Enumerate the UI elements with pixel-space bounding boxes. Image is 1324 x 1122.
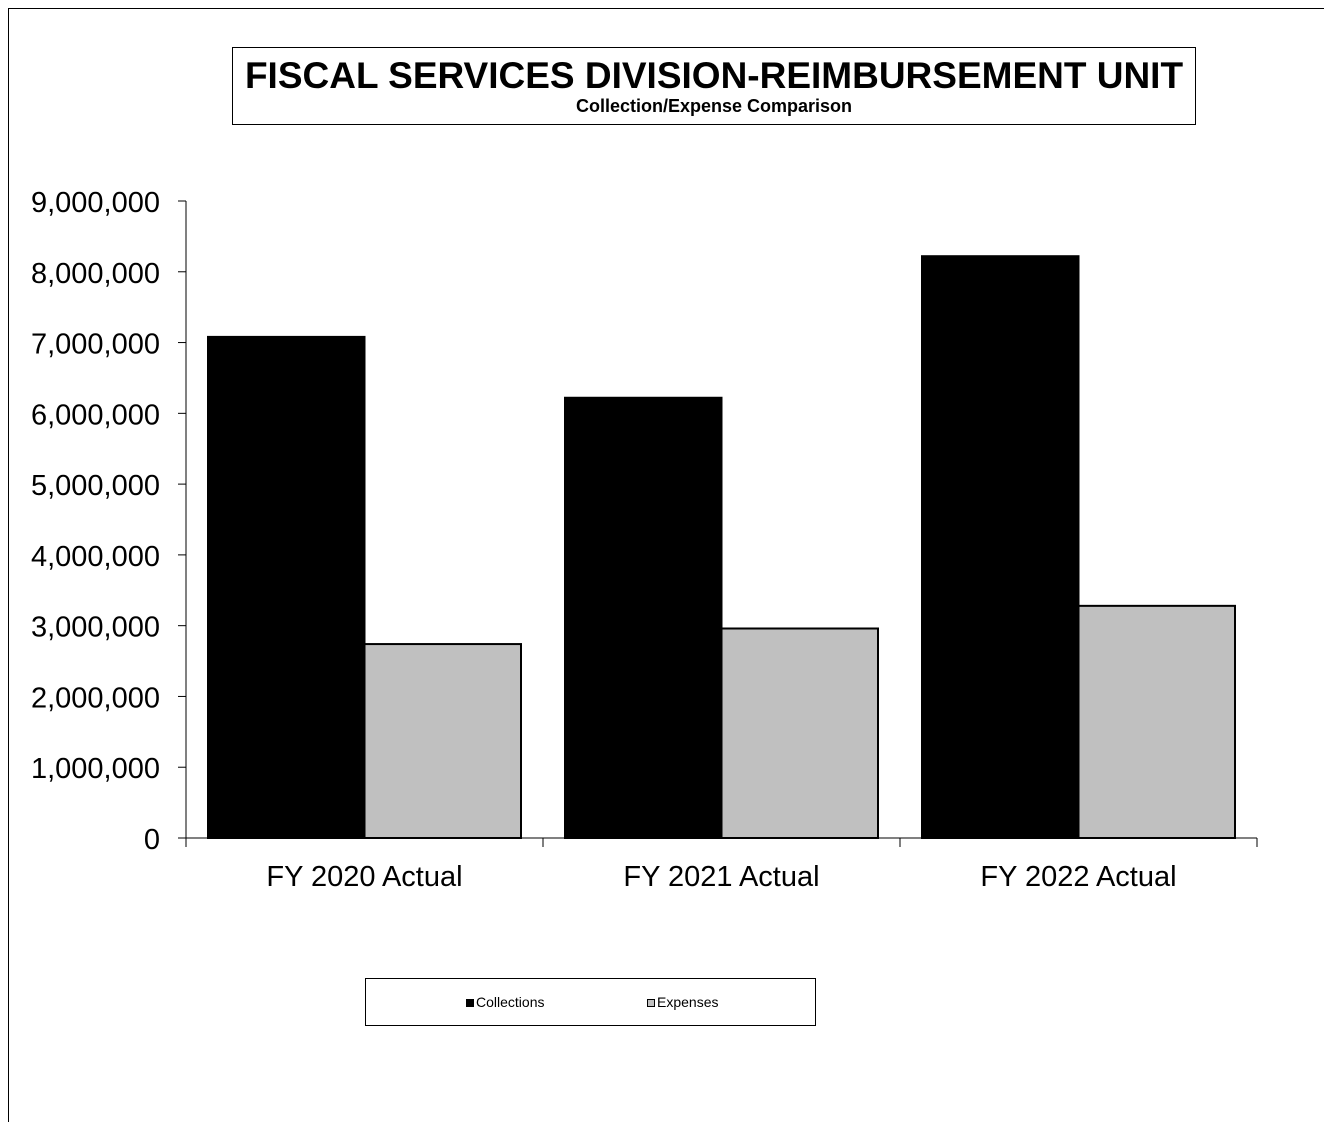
y-tick-label: 6,000,000 — [31, 399, 160, 431]
x-tick-label: FY 2020 Actual — [266, 861, 462, 893]
chart-title: FISCAL SERVICES DIVISION-REIMBURSEMENT U… — [244, 55, 1184, 96]
y-tick-label: 1,000,000 — [31, 753, 160, 785]
legend-label-collections: Collections — [476, 994, 545, 1010]
y-tick-label: 8,000,000 — [31, 258, 160, 290]
legend-swatch-expenses — [647, 999, 655, 1007]
title-box: FISCAL SERVICES DIVISION-REIMBURSEMENT U… — [232, 47, 1196, 125]
chart-frame — [8, 8, 1324, 1122]
bar-collections — [921, 255, 1080, 839]
y-tick-label: 0 — [144, 824, 160, 856]
y-tick-label: 5,000,000 — [31, 470, 160, 502]
x-tick-label: FY 2021 Actual — [623, 861, 819, 893]
legend-item-expenses: Expenses — [647, 994, 718, 1010]
y-tick-label: 3,000,000 — [31, 612, 160, 644]
bar-expenses — [720, 627, 879, 840]
x-tick-label: FY 2022 Actual — [980, 861, 1176, 893]
y-tick-label: 7,000,000 — [31, 329, 160, 361]
legend-swatch-collections — [466, 999, 474, 1007]
legend: Collections Expenses — [365, 978, 816, 1026]
y-tick-label: 2,000,000 — [31, 682, 160, 714]
bar-expenses — [1077, 604, 1236, 839]
bar-collections — [207, 335, 366, 839]
legend-item-collections: Collections — [466, 994, 544, 1010]
y-tick-label: 9,000,000 — [31, 187, 160, 219]
y-tick-label: 4,000,000 — [31, 541, 160, 573]
x-axis: FY 2020 Actual FY 2021 Actual FY 2022 Actu… — [185, 837, 1258, 893]
bars — [207, 255, 1236, 840]
chart-subtitle: Collection/Expense Comparison — [575, 96, 853, 116]
legend-label-expenses: Expenses — [657, 994, 719, 1010]
y-axis: 0 1,000,000 2,000,000 3,000,000 4,000,000 5,0… — [31, 187, 187, 856]
bar-expenses — [363, 643, 522, 840]
bar-collections — [564, 396, 723, 839]
